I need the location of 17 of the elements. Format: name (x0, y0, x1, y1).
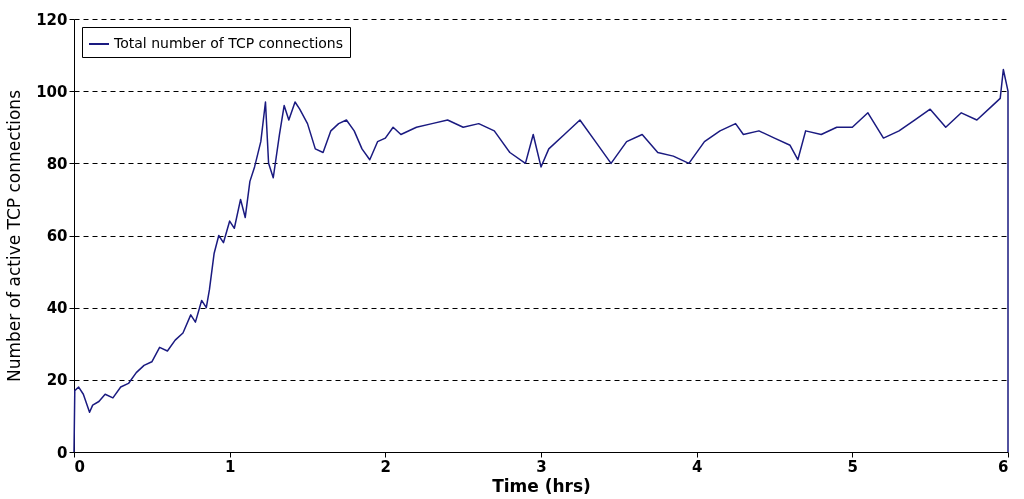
x-tick-label: 6 (998, 457, 1009, 476)
x-tick-label: 1 (224, 457, 236, 476)
x-tick-label: 4 (691, 457, 703, 476)
y-tick-label: 20 (46, 371, 68, 390)
y-axis-title: Number of active TCP connections (4, 89, 25, 382)
x-tick-label: 2 (380, 457, 392, 476)
x-tick-label: 0 (74, 457, 85, 476)
y-tick-label: 80 (46, 154, 68, 173)
legend-label: Total number of TCP connections (113, 35, 344, 51)
y-tick-label: 120 (36, 10, 68, 29)
x-tick-label: 3 (536, 457, 547, 476)
y-tick-label: 100 (36, 82, 68, 101)
y-tick-label: 40 (46, 299, 68, 318)
y-tick-label: 0 (57, 443, 68, 462)
x-tick-label: 5 (847, 457, 859, 476)
y-tick-label: 60 (46, 227, 68, 245)
x-axis-title: Time (hrs) (492, 475, 591, 496)
